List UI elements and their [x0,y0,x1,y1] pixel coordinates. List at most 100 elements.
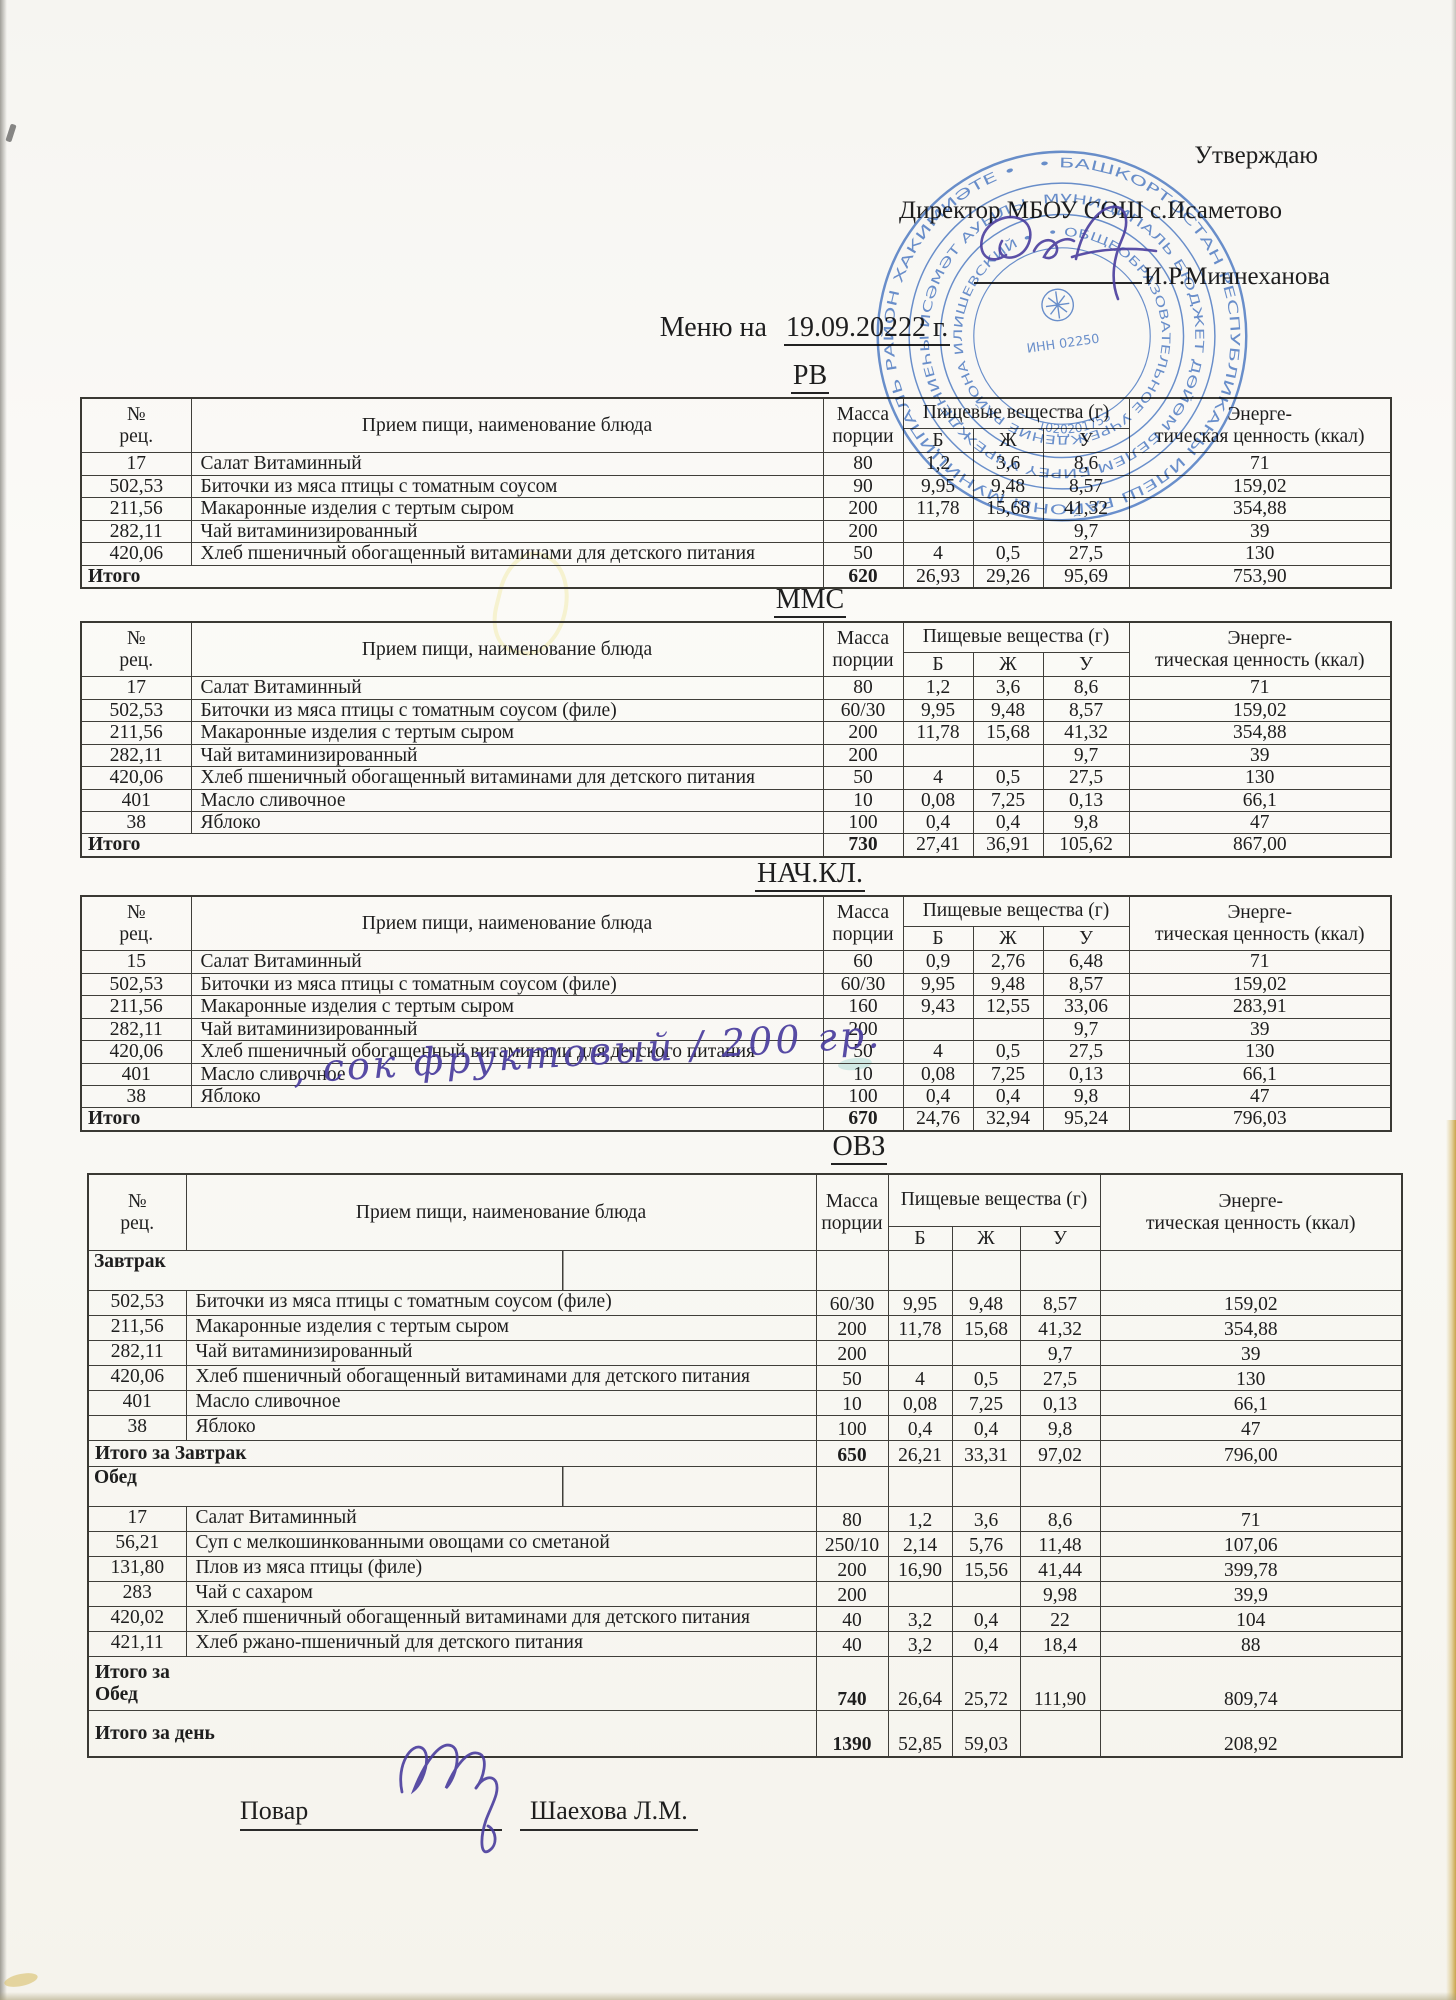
cell-mass: 100 [815,1415,889,1442]
cell-num: 38 [80,1084,192,1109]
cell-b: 9,95 [902,474,974,499]
cell-mass: 200 [822,721,904,745]
cell-b: 27,41 [902,833,974,858]
menu-row: 282,11 Чай витаминизированный 200 9,7 39 [80,743,1392,768]
cell-mass: 200 [815,1315,889,1342]
cell-zh [951,1250,1021,1292]
cell-kcal: 354,88 [1099,1315,1403,1342]
approval-block: Утверждаю Директор МБОУ СОШ с.Исаметово … [690,142,1330,301]
cell-zh: 0,5 [972,1040,1044,1064]
cell-kcal: 796,00 [1099,1440,1403,1468]
cell-num: 283 [87,1581,187,1608]
cell-mass: 740 [815,1656,889,1712]
menu-row: 502,53 Биточки из мяса птицы с томатным с… [80,698,1392,723]
menu-row: 401 Масло сливочное 10 0,08 7,25 0,13 66,1 [80,1062,1392,1086]
cell-num: 420,06 [80,766,192,790]
cell-zh: 7,25 [951,1390,1021,1417]
cell-kcal: 39 [1128,1017,1392,1042]
cell-u: 6,48 [1042,950,1130,974]
cell-b: 0,08 [902,1062,974,1086]
cell-kcal: 39,9 [1099,1581,1403,1608]
cell-b: 16,90 [887,1556,953,1583]
cook-signature [399,1743,499,1854]
menu-row: 38 Яблоко 100 0,4 0,4 9,8 47 [80,1084,1392,1109]
menu-row: 420,06 Хлеб пшеничный обогащенный витамин… [80,1040,1392,1064]
cell-mass: 200 [822,519,904,544]
cell-b: 9,43 [902,995,974,1019]
cell-zh: 7,25 [972,788,1044,812]
cell-kcal: 130 [1099,1365,1403,1392]
menu-title: Меню на 19.09.20222 г. [0,312,1390,346]
col-header-u: У [1042,651,1130,678]
cell-mass: 50 [822,1040,904,1064]
menu-table-ovz: № рец. Прием пищи, наименование блюда Ма… [87,1173,1403,1758]
menu-row: 211,56 Макаронные изделия с тертым сыром 2… [87,1315,1403,1342]
cell-kcal: 71 [1099,1506,1403,1533]
menu-row: 56,21 Суп с мелкошинкованными овощами со … [87,1531,1403,1558]
cell-u: 8,57 [1042,972,1130,997]
cell-kcal: 159,02 [1128,698,1392,723]
col-header-zh: Ж [972,925,1044,952]
cell-num: 401 [87,1390,187,1417]
cell-u: 8,57 [1042,698,1130,723]
cell-u: 0,13 [1042,1062,1130,1086]
director-signature [980,205,1158,301]
cell-mass: 90 [822,474,904,499]
cell-mass: 100 [822,1084,904,1109]
cell-zh: 32,94 [972,1107,1044,1132]
cell-num: 17 [80,676,192,700]
cell-zh: 9,48 [951,1290,1021,1317]
cell-zh: 3,6 [972,452,1044,476]
menu-table-rv: № рец. Прием пищи, наименование блюда Ма… [80,397,1392,589]
cell-zh: 0,4 [951,1415,1021,1442]
cell-num: 15 [80,950,192,974]
menu-row: 282,11 Чай витаминизированный 200 9,7 39 [87,1340,1403,1367]
col-header-zh: Ж [972,651,1044,678]
cell-mass: 50 [822,542,904,566]
cell-b: 9,95 [902,698,974,723]
cell-b: 11,78 [902,497,974,521]
cell-mass: 200 [815,1581,889,1608]
cell-b: 1,2 [902,676,974,700]
cell-zh [951,1581,1021,1608]
cell-label: Итого за день [87,1710,817,1758]
cell-dish: Чай витаминизированный [185,1340,817,1367]
cell-u: 8,6 [1042,676,1130,700]
cell-zh [972,743,1044,768]
cell-mass: 50 [815,1365,889,1392]
cell-u: 9,8 [1019,1415,1101,1442]
cell-b: 1,2 [902,452,974,476]
menu-row: 15 Салат Витаминный 60 0,9 2,76 6,48 71 [80,950,1392,974]
cell-kcal: 39 [1128,743,1392,768]
cell-u [1019,1466,1101,1508]
cell-kcal: 130 [1128,1040,1392,1064]
scan-edge-right-stain [1446,1120,1456,2000]
cell-kcal: 71 [1128,676,1392,700]
cell-u: 9,7 [1042,743,1130,768]
total-row: Итого 620 26,93 29,26 95,69 753,90 [80,564,1392,589]
cell-kcal: 71 [1128,452,1392,476]
cell-num: 131,80 [87,1556,187,1583]
cell-dish: Макаронные изделия с тертым сыром [190,721,824,745]
cell-mass: 200 [822,1017,904,1042]
cell-num: 420,02 [87,1606,187,1633]
cell-b: 0,9 [902,950,974,974]
cell-num: 17 [80,452,192,476]
table-title-ovz: ОВЗ [87,1131,1401,1165]
cell-kcal [1099,1466,1403,1508]
table-title-rv: РВ [80,360,1390,394]
menu-row: 131,80 Плов из мяса птицы (филе) 200 16,90 1… [87,1556,1403,1583]
menu-row: 421,11 Хлеб ржано-пшеничный для детского … [87,1631,1403,1658]
cell-zh: 9,48 [972,698,1044,723]
menu-row: 17 Салат Витаминный 80 1,2 3,6 8,6 71 [80,676,1392,700]
cell-num: 420,06 [80,1040,192,1064]
cell-u: 18,4 [1019,1631,1101,1658]
cell-u: 9,7 [1019,1340,1101,1367]
cell-mass: 160 [822,995,904,1019]
cell-dish: Макаронные изделия с тертым сыром [185,1315,817,1342]
cell-dish: Хлеб пшеничный обогащенный витаминами дл… [190,766,824,790]
col-header-zh: Ж [972,427,1044,454]
cell-b: 26,64 [887,1656,953,1712]
cell-num: 401 [80,1062,192,1086]
cell-dish: Салат Витаминный [185,1506,817,1533]
